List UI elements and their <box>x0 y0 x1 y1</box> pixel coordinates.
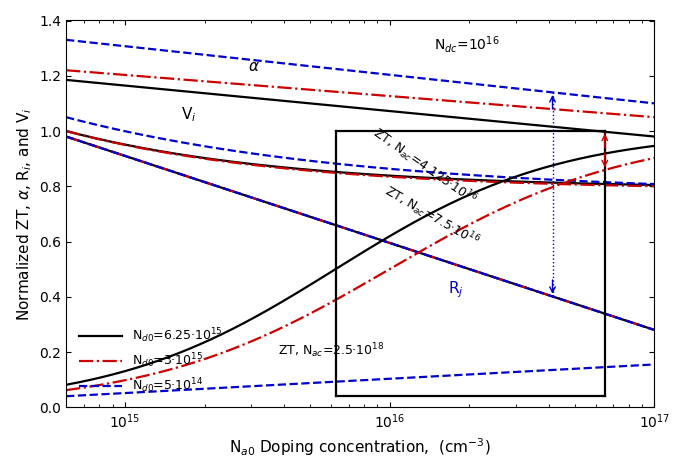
Text: $\alpha$: $\alpha$ <box>249 59 260 74</box>
Legend: N$_{d0}$=6.25·10$^{15}$, N$_{d0}$=3·10$^{15}$, N$_{d0}$=5·10$^{14}$: N$_{d0}$=6.25·10$^{15}$, N$_{d0}$=3·10$^… <box>73 320 229 401</box>
Text: N$_{dc}$=10$^{16}$: N$_{dc}$=10$^{16}$ <box>434 34 499 55</box>
Text: R$_j$: R$_j$ <box>449 279 464 300</box>
X-axis label: N$_{a0}$ Doping concentration,  (cm$^{-3}$): N$_{a0}$ Doping concentration, (cm$^{-3}… <box>229 436 491 458</box>
Text: V$_i$: V$_i$ <box>181 105 197 124</box>
Text: ZT, N$_{ac}$=7.5·10$^{16}$: ZT, N$_{ac}$=7.5·10$^{16}$ <box>381 182 482 252</box>
Text: ZT, N$_{ac}$=4.125·10$^{16}$: ZT, N$_{ac}$=4.125·10$^{16}$ <box>369 123 480 209</box>
Y-axis label: Normalized ZT, $\alpha$, R$_i$, and V$_i$: Normalized ZT, $\alpha$, R$_i$, and V$_i… <box>15 107 34 321</box>
Text: ZT, N$_{ac}$=2.5·10$^{18}$: ZT, N$_{ac}$=2.5·10$^{18}$ <box>278 341 384 360</box>
